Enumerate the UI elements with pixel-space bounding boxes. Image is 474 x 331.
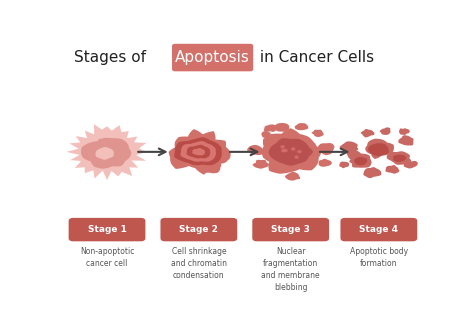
Polygon shape [316,143,334,155]
Polygon shape [285,172,300,181]
Polygon shape [269,138,313,166]
Circle shape [106,166,108,167]
Polygon shape [364,167,382,178]
Text: Nuclear
fragmentation
and membrane
blebbing: Nuclear fragmentation and membrane blebb… [261,248,320,292]
FancyBboxPatch shape [172,44,253,71]
Polygon shape [393,155,406,162]
FancyBboxPatch shape [69,218,146,241]
Text: in Cancer Cells: in Cancer Cells [255,50,374,65]
Polygon shape [387,151,411,165]
Polygon shape [346,150,362,160]
Circle shape [91,152,93,153]
FancyBboxPatch shape [252,218,329,241]
Polygon shape [385,165,400,174]
Text: Apoptosis: Apoptosis [175,50,250,65]
Polygon shape [264,124,277,132]
Polygon shape [311,130,324,137]
Polygon shape [81,138,131,169]
Polygon shape [201,161,221,173]
Circle shape [292,148,295,150]
Text: Stage 4: Stage 4 [359,225,398,234]
Text: Stage 1: Stage 1 [88,225,127,234]
Circle shape [103,143,105,145]
Text: Stage 3: Stage 3 [271,225,310,234]
Text: Stages of: Stages of [74,50,151,65]
Polygon shape [181,141,216,162]
Circle shape [284,150,287,152]
Polygon shape [169,129,230,175]
Polygon shape [349,154,372,168]
Polygon shape [361,129,374,137]
Text: Cell shrinkage
and chromatin
condensation: Cell shrinkage and chromatin condensatio… [171,248,227,280]
Circle shape [115,141,117,142]
Text: Apoptotic body
formation: Apoptotic body formation [350,248,408,268]
Text: Stage 2: Stage 2 [179,225,219,234]
FancyBboxPatch shape [161,218,237,241]
Polygon shape [187,145,210,158]
Circle shape [92,150,94,151]
Polygon shape [339,162,349,168]
Circle shape [104,156,106,158]
Circle shape [107,142,109,144]
Polygon shape [399,128,410,135]
Circle shape [119,158,121,159]
Circle shape [114,156,116,157]
Circle shape [100,166,102,168]
Polygon shape [404,161,418,168]
Circle shape [109,159,112,160]
Circle shape [114,152,117,154]
Polygon shape [261,131,271,138]
Text: Non-apoptotic
cancer cell: Non-apoptotic cancer cell [80,248,134,268]
Circle shape [99,139,101,141]
Polygon shape [354,157,367,166]
Polygon shape [398,135,414,146]
Polygon shape [253,160,269,169]
Polygon shape [192,148,205,155]
Circle shape [94,151,96,153]
Circle shape [298,151,301,153]
Circle shape [295,156,298,158]
Polygon shape [368,143,389,156]
Polygon shape [295,123,308,130]
Polygon shape [66,124,146,180]
Circle shape [100,152,101,153]
FancyBboxPatch shape [340,218,417,241]
Polygon shape [247,145,264,155]
Polygon shape [174,137,222,165]
Polygon shape [380,127,391,135]
Circle shape [91,153,94,154]
Circle shape [282,149,285,152]
Polygon shape [274,123,289,132]
Polygon shape [262,128,321,174]
Polygon shape [365,139,394,159]
Circle shape [281,146,284,148]
Polygon shape [340,141,358,152]
Polygon shape [95,147,114,160]
Polygon shape [319,159,332,167]
